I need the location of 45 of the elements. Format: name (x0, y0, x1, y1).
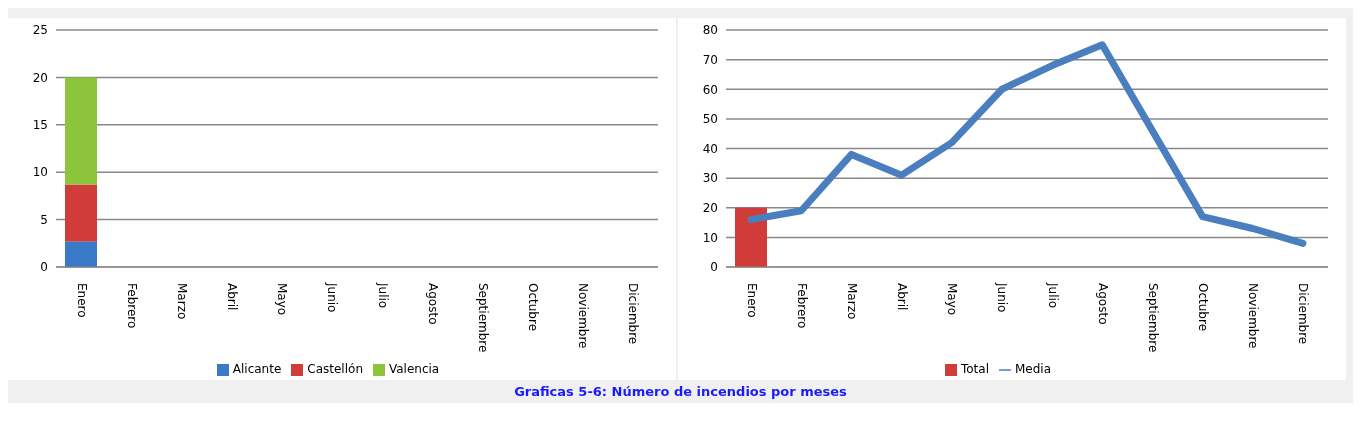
y-tick-label: 30 (702, 171, 718, 186)
x-tick-label: Noviembre (1246, 283, 1261, 349)
y-tick-label: 25 (32, 23, 48, 38)
y-tick-label: 60 (702, 82, 718, 97)
y-tick-label: 70 (702, 52, 718, 67)
y-tick-label: 5 (40, 212, 48, 227)
x-tick-label: Marzo (844, 283, 859, 320)
x-tick-label: Mayo (275, 283, 290, 316)
legend-label: Media (1014, 362, 1052, 376)
x-tick-label: Septiembre (1145, 283, 1160, 353)
x-tick-label: Abril (225, 283, 240, 311)
x-tick-label: Octubre (526, 283, 541, 332)
x-tick-label: Enero (744, 283, 759, 318)
y-tick-label: 10 (702, 230, 718, 245)
y-tick-label: 10 (32, 165, 48, 180)
x-tick-label: Junio (325, 282, 340, 313)
x-tick-label: Septiembre (475, 283, 490, 353)
y-tick-label: 80 (702, 23, 718, 38)
x-tick-label: Diciembre (1296, 283, 1311, 345)
legend-label: Alicante (232, 362, 282, 376)
legend-label: Castellón (307, 362, 363, 376)
y-tick-label: 0 (710, 260, 718, 275)
text: Graficas 5-6: Número de incendios por meses (513, 384, 848, 399)
x-tick-label: Diciembre (626, 283, 641, 345)
x-tick-label: Mayo (945, 283, 960, 316)
y-tick-label: 20 (32, 70, 48, 85)
x-tick-label: Febrero (794, 283, 809, 329)
x-tick-label: Agosto (1095, 283, 1110, 325)
x-tick-label: Julio (375, 282, 390, 309)
x-tick-label: Noviembre (576, 283, 591, 349)
x-tick-label: Octubre (1196, 283, 1211, 332)
x-tick-label: Marzo (174, 283, 189, 320)
y-tick-label: 50 (702, 112, 718, 127)
legend-label: Valencia (388, 362, 440, 376)
legend-label: Total (960, 362, 989, 376)
y-tick-label: 15 (32, 118, 48, 133)
x-tick-label: Junio (995, 282, 1010, 313)
x-tick-label: Enero (74, 283, 89, 318)
x-tick-label: Abril (895, 283, 910, 311)
x-tick-label: Agosto (425, 283, 440, 325)
x-tick-label: Julio (1045, 282, 1060, 309)
x-tick-label: Febrero (124, 283, 139, 329)
y-tick-label: 20 (702, 201, 718, 216)
y-tick-label: 40 (702, 141, 718, 156)
y-tick-label: 0 (40, 260, 48, 275)
